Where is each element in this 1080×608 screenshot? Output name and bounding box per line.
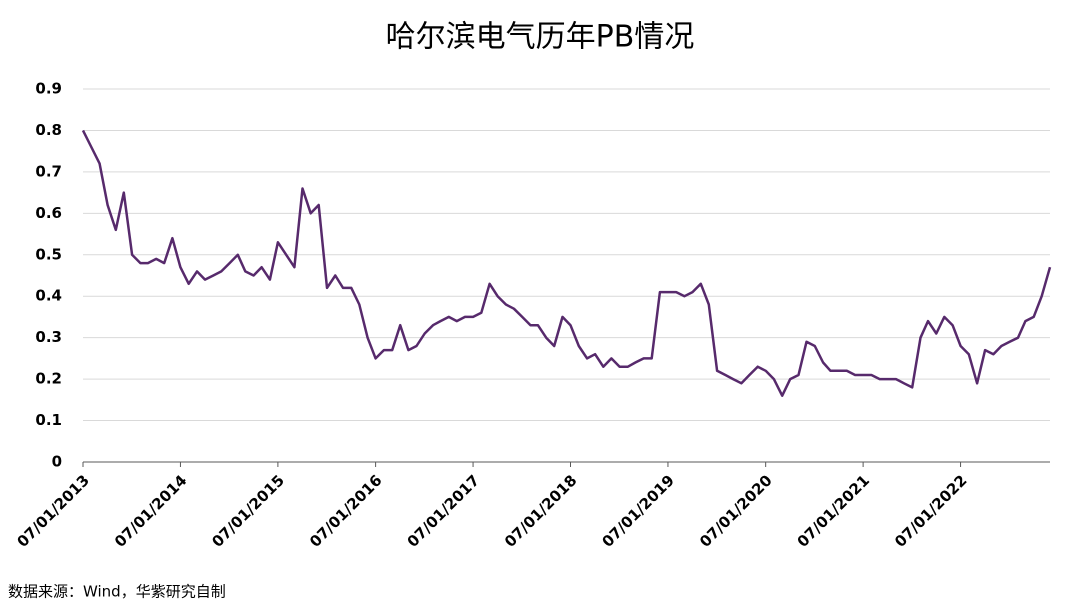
- y-tick-label: 0.2: [35, 370, 62, 388]
- chart-title: 哈尔滨电气历年PB情况: [386, 20, 695, 55]
- y-tick-label: 0.5: [35, 245, 62, 263]
- y-tick-label: 0: [52, 453, 62, 471]
- y-tick-label: 0.4: [35, 287, 62, 305]
- x-tick-label: 07/01/2020: [696, 471, 776, 551]
- x-tick-label: 07/01/2016: [306, 471, 386, 551]
- x-tick-label: 07/01/2022: [891, 471, 971, 551]
- x-tick-label: 07/01/2015: [208, 471, 288, 551]
- x-tick-label: 07/01/2013: [13, 471, 93, 551]
- y-tick-label: 0.6: [35, 204, 62, 222]
- source-note: 数据来源：Wind，华紫研究自制: [8, 583, 226, 601]
- x-tick-label: 07/01/2014: [111, 471, 191, 551]
- x-tick-label: 07/01/2019: [598, 471, 678, 551]
- y-tick-label: 0.1: [35, 411, 62, 429]
- y-tick-label: 0.9: [35, 80, 62, 98]
- y-tick-label: 0.8: [35, 121, 62, 139]
- x-tick-label: 07/01/2021: [794, 471, 874, 551]
- x-tick-label: 07/01/2017: [404, 471, 484, 551]
- x-tick-label: 07/01/2018: [501, 471, 581, 551]
- y-tick-label: 0.3: [35, 328, 62, 346]
- data-line: [81, 129, 1052, 397]
- y-tick-label: 0.7: [35, 162, 62, 180]
